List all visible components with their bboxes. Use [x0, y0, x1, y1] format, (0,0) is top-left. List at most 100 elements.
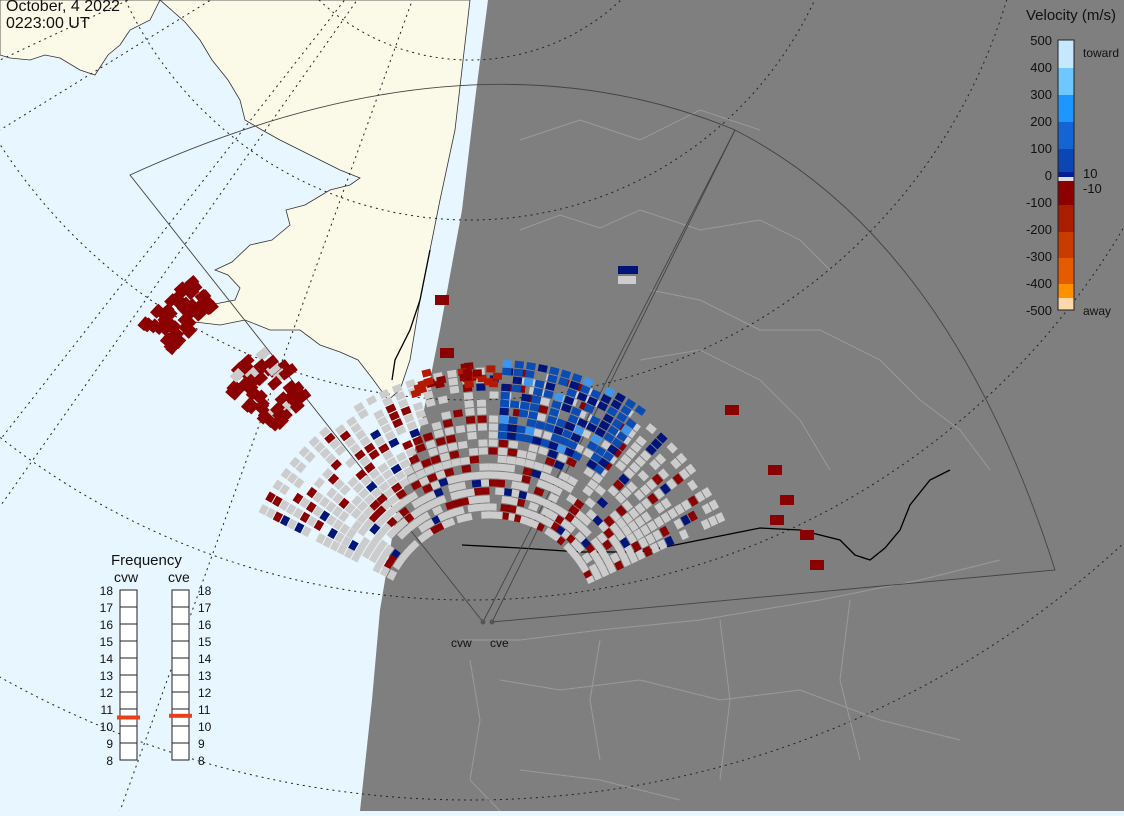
echo-cell — [467, 431, 477, 440]
echo-cell — [319, 447, 331, 459]
colorbar-segment — [1058, 172, 1074, 177]
echo-cell — [272, 511, 284, 523]
echo-cell — [358, 487, 370, 500]
echo-cell — [664, 535, 675, 547]
echo-cell — [164, 293, 180, 308]
echo-cell — [558, 436, 570, 447]
echo-cell — [391, 383, 403, 394]
echo-cell — [439, 452, 451, 462]
colorbar-title: Velocity (m/s) — [1026, 7, 1116, 24]
echo-cell — [410, 388, 422, 399]
echo-cell — [378, 389, 390, 400]
frequency-scale-label: 8 — [106, 754, 113, 768]
echo-cell — [634, 502, 646, 515]
echo-cell — [445, 500, 456, 511]
echo-cell — [487, 479, 498, 487]
echo-cell — [360, 475, 373, 487]
echo-cell — [478, 447, 488, 455]
echo-cell — [639, 524, 651, 536]
echo-cell — [433, 429, 445, 439]
colorbar-threshold-label: -10 — [1083, 181, 1102, 196]
station-cvw-marker — [480, 619, 486, 625]
echo-cell — [285, 503, 297, 515]
echo-cell — [363, 493, 376, 506]
echo-cell — [542, 431, 554, 441]
echo-cell — [547, 374, 558, 384]
echo-cell — [654, 502, 666, 514]
echo-cell — [598, 420, 610, 431]
echo-cell — [324, 432, 336, 444]
echo-cell — [334, 531, 345, 544]
echo-cell — [363, 518, 375, 530]
echo-cell — [582, 377, 594, 388]
echo-cell — [563, 542, 575, 554]
echo-cell — [594, 484, 607, 497]
echo-cell — [544, 482, 556, 493]
echo-cell — [516, 490, 528, 500]
echo-cell — [242, 373, 258, 389]
echo-cell — [456, 514, 467, 524]
echo-cell — [652, 529, 663, 541]
echo-cell — [562, 482, 575, 494]
echo-cell — [496, 471, 506, 480]
echo-cell — [384, 430, 396, 441]
echo-cell — [279, 483, 290, 496]
echo-cell — [327, 527, 338, 540]
echo-cell — [633, 489, 645, 501]
echo-cell — [497, 455, 507, 464]
echo-cell — [574, 531, 586, 543]
frequency-scale-label: 12 — [100, 686, 114, 700]
land-alaska — [159, 0, 471, 401]
echo-cell — [265, 361, 281, 377]
echo-cell — [666, 442, 678, 454]
echo-cell — [545, 382, 556, 391]
echo-cell — [372, 562, 383, 574]
echo-cell — [618, 473, 630, 485]
echo-cell — [642, 545, 653, 558]
echo-cell — [537, 404, 549, 414]
echo-cell — [447, 442, 458, 452]
echo-cell — [518, 482, 530, 492]
echo-cell — [351, 520, 363, 532]
echo-cell — [429, 480, 441, 491]
echo-cell — [322, 536, 333, 548]
echo-cell — [672, 473, 684, 485]
echo-cell — [427, 447, 439, 457]
echo-cell — [649, 542, 660, 554]
frequency-scale-label: 14 — [198, 652, 212, 666]
echo-cell — [619, 537, 631, 549]
echo-cell — [553, 392, 565, 402]
echo-cell — [620, 424, 633, 436]
echo-cell — [645, 423, 657, 435]
echo-cell — [528, 501, 539, 512]
nightside-region — [360, 0, 1124, 811]
echo-cell — [586, 459, 598, 470]
echo-cell — [500, 391, 510, 400]
echo-cell — [563, 395, 575, 406]
echo-cell — [344, 436, 357, 448]
echo-cell — [332, 492, 344, 504]
echo-cell — [602, 413, 614, 424]
echo-cell — [500, 503, 511, 513]
echo-cell — [584, 497, 596, 509]
echo-cell — [616, 431, 628, 443]
echo-cell — [385, 403, 397, 414]
echo-cell — [412, 461, 424, 472]
echo-cell — [506, 456, 517, 465]
echo-cell — [488, 447, 498, 455]
echo-cell — [524, 426, 535, 436]
echo-cell — [576, 391, 588, 402]
echo-cell — [513, 368, 524, 377]
echo-cell — [386, 475, 398, 487]
echo-cell — [265, 507, 276, 519]
frequency-cell — [119, 725, 138, 744]
echo-cell — [392, 558, 404, 571]
echo-cell — [386, 569, 398, 581]
echo-cell — [292, 492, 304, 505]
echo-cell — [780, 495, 794, 505]
echo-cell — [645, 533, 656, 545]
echo-cell — [547, 441, 559, 451]
frequency-scale-label: 8 — [198, 754, 205, 768]
station-cve-marker — [489, 619, 495, 625]
echo-cell — [345, 456, 357, 469]
